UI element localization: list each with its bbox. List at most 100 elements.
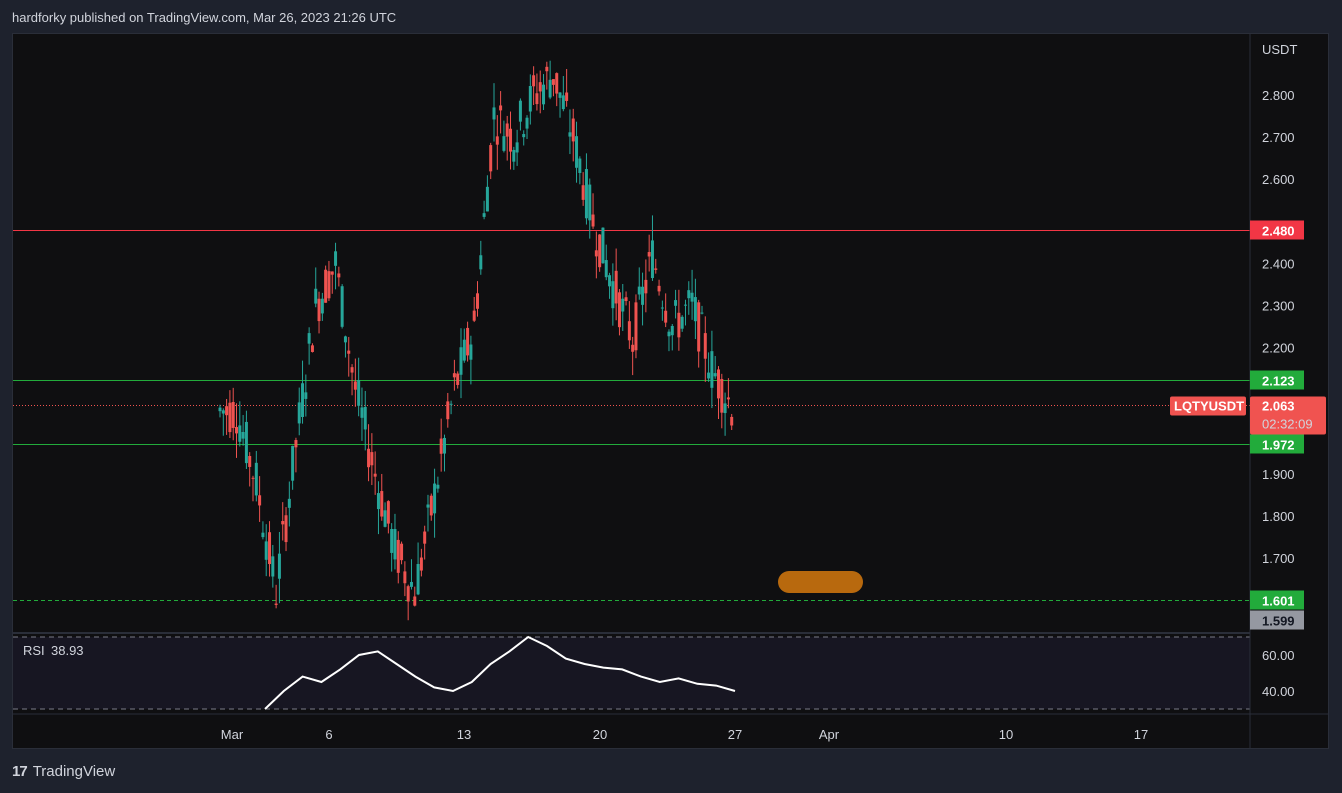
candle-body (693, 297, 697, 322)
candle-body (314, 288, 318, 304)
candle-body (716, 369, 720, 399)
brand-name: TradingView (32, 763, 116, 780)
candle-body (726, 397, 730, 400)
candle-body (327, 271, 331, 299)
pane-divider[interactable] (13, 632, 1250, 634)
candle-body (548, 79, 552, 98)
candle-body (301, 383, 305, 417)
candle-body (423, 531, 427, 544)
candle-body (231, 401, 235, 428)
candle-body (274, 603, 278, 605)
candle-body (469, 344, 473, 360)
candle-body (482, 213, 486, 217)
candle-body (670, 325, 674, 336)
marker-layer (778, 571, 863, 593)
candle-body (631, 344, 635, 352)
candle-body (271, 556, 275, 577)
candle-body (499, 105, 503, 111)
candle-body (594, 250, 598, 257)
candle-body (713, 373, 717, 377)
candle-body (416, 563, 420, 595)
candle-body (370, 452, 374, 466)
candle-body (446, 401, 450, 420)
candle-body (575, 136, 579, 168)
time-axis[interactable]: Mar 6 13 20 27 Apr 10 17 (13, 713, 1329, 742)
candle-body (442, 437, 446, 454)
price-tick-label: 2.800 (1262, 88, 1295, 103)
price-tick-label: 2.200 (1262, 341, 1295, 356)
candle-body (363, 406, 367, 430)
candle-body (641, 286, 645, 305)
candle-body (396, 539, 400, 573)
chart-frame[interactable]: 2.800 2.700 2.600 2.400 2.300 2.200 1.900 1.800… (12, 33, 1329, 749)
candle-body (297, 402, 301, 424)
candle-body (291, 445, 295, 481)
low-tag-label: 1.599 (1262, 614, 1295, 629)
candle-body (509, 128, 513, 152)
candle-body (707, 372, 711, 379)
price-tick-label: 2.300 (1262, 298, 1295, 313)
candle-body (664, 310, 668, 323)
price-axis[interactable]: 2.800 2.700 2.600 2.400 2.300 2.200 1.900 1.800… (1170, 34, 1329, 749)
candle-body (334, 251, 338, 266)
candle-body (492, 107, 496, 120)
candle-body (591, 214, 595, 227)
price-chart[interactable]: 2.800 2.700 2.600 2.400 2.300 2.200 1.900 1.800… (13, 34, 1329, 749)
price-tick-label: 1.700 (1262, 551, 1295, 566)
candle-body (502, 136, 506, 151)
candle-body (383, 510, 387, 527)
time-tick-label: 10 (999, 727, 1013, 742)
price-tick-label: 2.400 (1262, 256, 1295, 271)
rsi-label: RSI (23, 643, 45, 658)
candle-body (555, 73, 559, 94)
candle-body (627, 321, 631, 341)
countdown-label: 02:32:09 (1262, 417, 1313, 432)
publisher-header: hardforky published on TradingView.com, … (12, 10, 397, 25)
rsi-line (264, 635, 736, 710)
candle-body (238, 425, 242, 442)
candle-body (426, 504, 430, 508)
candle-body (462, 339, 466, 361)
candle-body (241, 431, 245, 439)
low-tag (1250, 610, 1304, 630)
candle-body (551, 79, 555, 85)
candle-body (571, 118, 575, 142)
candle-body (347, 350, 351, 354)
candle-body (380, 491, 384, 517)
candle-body (565, 92, 569, 101)
candle-body (393, 528, 397, 560)
level-tag-label: 2.480 (1262, 224, 1295, 239)
candle-body (429, 495, 433, 516)
candle-body (360, 407, 364, 418)
candle-body (598, 234, 602, 268)
candle-body (535, 93, 539, 105)
candle-body (512, 149, 516, 162)
candle-body (532, 75, 536, 87)
candle-body (439, 438, 443, 454)
tradingview-logo[interactable]: 17 TradingView (12, 763, 115, 780)
candle-body (268, 532, 272, 565)
candle-body (677, 312, 681, 338)
candle-body (601, 227, 605, 264)
candle-body (221, 410, 225, 414)
candle-body (624, 297, 628, 302)
candle-body (390, 528, 394, 553)
candle-body (621, 298, 625, 312)
candle-body (703, 333, 707, 359)
candle-body (287, 498, 291, 508)
orange-marker (778, 571, 863, 593)
candle-body (459, 347, 463, 375)
candle-body (406, 586, 410, 602)
candle-body (320, 298, 324, 314)
candle-body (561, 95, 565, 110)
candle-body (277, 553, 281, 579)
candle-body (637, 286, 641, 295)
level-tag-label: 2.123 (1262, 374, 1295, 389)
time-tick-label: 6 (325, 727, 332, 742)
candle-body (558, 92, 562, 98)
candle-body (611, 281, 615, 309)
candle-body (680, 316, 684, 329)
candle-body (294, 440, 298, 448)
candle-body (515, 142, 519, 153)
candle-body (614, 270, 618, 304)
